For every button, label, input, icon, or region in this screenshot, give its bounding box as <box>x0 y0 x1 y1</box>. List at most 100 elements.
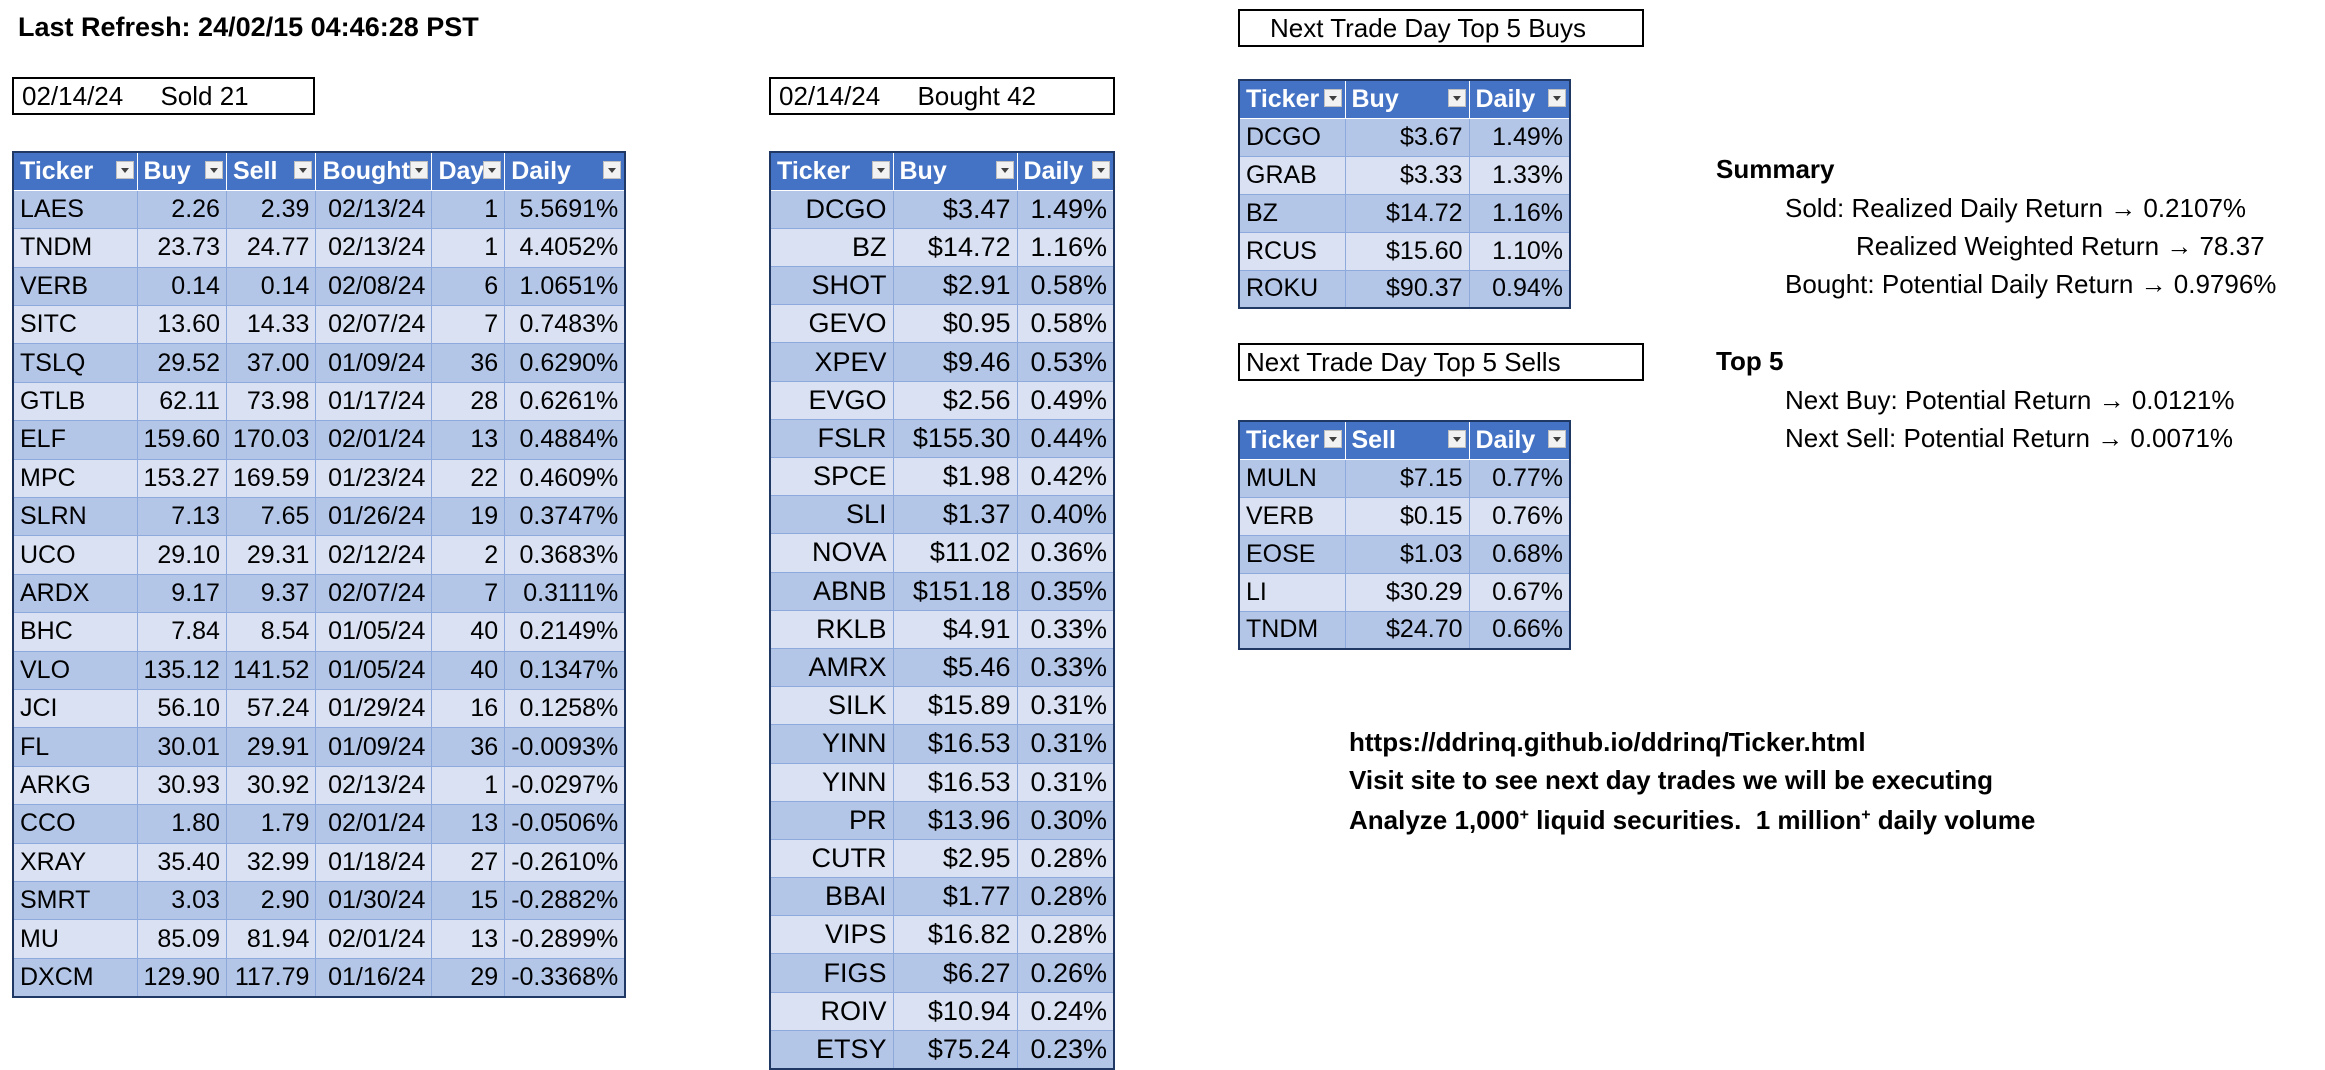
promo-url-link[interactable]: https://ddrinq.github.io/ddrinq/Ticker.h… <box>1349 727 1866 757</box>
cell-ticker: ARKG <box>12 765 138 806</box>
filter-dropdown-icon[interactable] <box>204 161 223 180</box>
cell-ticker: LI <box>1238 572 1346 612</box>
sold-summary-box: 02/14/24 Sold 21 <box>12 77 315 115</box>
cell-sell: 32.99 <box>225 842 317 882</box>
cell-daily: 0.23% <box>1016 1029 1115 1070</box>
cell-buy: 9.17 <box>136 573 227 614</box>
cell-daily: 4.4052% <box>504 228 626 268</box>
cell-buy: 29.52 <box>136 343 227 383</box>
cell-daily: 0.6261% <box>504 381 626 422</box>
cell-daily: 0.28% <box>1016 838 1115 879</box>
filter-dropdown-icon[interactable] <box>1447 89 1466 108</box>
cell-buy: $13.96 <box>892 800 1018 840</box>
top5-title: Top 5 <box>1716 346 1784 376</box>
cell-daily: 1.33% <box>1468 155 1571 195</box>
cell-daily: 0.33% <box>1016 647 1115 688</box>
cell-ticker: VLO <box>12 650 138 690</box>
bought-row: SILK $15.89 0.31% <box>769 686 1115 726</box>
cell-ticker: GTLB <box>12 381 138 422</box>
sold-row: SMRT 3.03 2.90 01/30/24 15 -0.2882% <box>12 880 626 921</box>
sold-row: MU 85.09 81.94 02/01/24 13 -0.2899% <box>12 919 626 959</box>
column-header-daily: Daily <box>1468 79 1571 119</box>
cell-buy: 7.13 <box>136 497 227 537</box>
cell-buy: $16.82 <box>892 915 1018 955</box>
cell-sell: 29.31 <box>225 535 317 575</box>
bought-row: SHOT $2.91 0.58% <box>769 266 1115 306</box>
column-header-ticker: Ticker <box>769 151 894 191</box>
cell-sell: $1.03 <box>1344 534 1470 574</box>
cell-days: 19 <box>431 497 506 537</box>
promo-analyze-prefix: Analyze 1,000 <box>1349 805 1520 835</box>
cell-daily: 0.28% <box>1016 877 1115 917</box>
cell-ticker: SHOT <box>769 266 894 306</box>
cell-buy: $155.30 <box>892 418 1018 459</box>
cell-ticker: RKLB <box>769 609 894 649</box>
cell-buy: $90.37 <box>1344 269 1470 309</box>
sold-row: VERB 0.14 0.14 02/08/24 6 1.0651% <box>12 266 626 307</box>
cell-ticker: TSLQ <box>12 343 138 383</box>
cell-ticker: SILK <box>769 686 894 726</box>
column-header-label: Sell <box>1351 425 1396 454</box>
filter-dropdown-icon[interactable] <box>1323 89 1342 108</box>
cell-daily: 0.66% <box>1468 610 1571 650</box>
filter-dropdown-icon[interactable] <box>1548 89 1566 108</box>
cell-buy: 13.60 <box>136 305 227 345</box>
top-buy-row: ROKU $90.37 0.94% <box>1238 269 1571 309</box>
cell-daily: 1.49% <box>1016 189 1115 229</box>
filter-dropdown-icon[interactable] <box>115 161 134 180</box>
cell-sell: 0.14 <box>225 266 317 307</box>
cell-daily: 0.94% <box>1468 269 1571 309</box>
promo-visit-text: Visit site to see next day trades we wil… <box>1349 765 1993 795</box>
cell-bought: 01/26/24 <box>315 497 433 537</box>
cell-ticker: BBAI <box>769 877 894 917</box>
cell-daily: 0.2149% <box>504 612 626 652</box>
filter-dropdown-icon[interactable] <box>1447 430 1466 449</box>
cell-ticker: RCUS <box>1238 231 1346 271</box>
cell-bought: 02/13/24 <box>315 765 433 806</box>
cell-ticker: MPC <box>12 458 138 499</box>
cell-ticker: TNDM <box>12 228 138 268</box>
cell-ticker: EOSE <box>1238 534 1346 574</box>
top-buys-title: Next Trade Day Top 5 Buys <box>1270 13 1587 43</box>
cell-bought: 01/18/24 <box>315 842 433 882</box>
filter-dropdown-icon[interactable] <box>483 161 502 180</box>
filter-dropdown-icon[interactable] <box>294 161 313 180</box>
filter-dropdown-icon[interactable] <box>410 161 429 180</box>
top-sells-table: Ticker Sell Daily MULN $7.15 0.77% VERB $0.15 0… <box>1238 420 1571 650</box>
filter-dropdown-icon[interactable] <box>603 161 622 180</box>
bought-row: CUTR $2.95 0.28% <box>769 838 1115 879</box>
cell-buy: 3.03 <box>136 880 227 921</box>
cell-daily: -0.0093% <box>504 727 626 767</box>
cell-ticker: GEVO <box>769 304 894 344</box>
cell-ticker: PR <box>769 800 894 840</box>
cell-daily: 0.76% <box>1468 496 1571 536</box>
summary-weighted-line: Realized Weighted Return → 78.37 <box>1856 231 2265 261</box>
filter-dropdown-icon[interactable] <box>871 161 890 180</box>
cell-daily: 0.77% <box>1468 458 1571 498</box>
cell-ticker: SLRN <box>12 497 138 537</box>
cell-ticker: SPCE <box>769 456 894 497</box>
cell-buy: 85.09 <box>136 919 227 959</box>
filter-dropdown-icon[interactable] <box>995 161 1014 180</box>
sold-row: GTLB 62.11 73.98 01/17/24 28 0.6261% <box>12 381 626 422</box>
last-refresh-label: Last Refresh: 24/02/15 04:46:28 PST <box>18 12 479 42</box>
bought-row: YINN $16.53 0.31% <box>769 724 1115 764</box>
promo-plus-1: + <box>1519 806 1529 824</box>
filter-dropdown-icon[interactable] <box>1092 161 1110 180</box>
filter-dropdown-icon[interactable] <box>1323 430 1342 449</box>
bought-date: 02/14/24 <box>779 81 881 111</box>
cell-buy: 35.40 <box>136 842 227 882</box>
cell-buy: 30.01 <box>136 727 227 767</box>
promo-analyze-suffix: daily volume <box>1870 805 2036 835</box>
cell-ticker: ROIV <box>769 991 894 1031</box>
filter-dropdown-icon[interactable] <box>1548 430 1566 449</box>
bought-row: ROIV $10.94 0.24% <box>769 991 1115 1031</box>
sold-row: FL 30.01 29.91 01/09/24 36 -0.0093% <box>12 727 626 767</box>
cell-ticker: NOVA <box>769 533 894 573</box>
cell-bought: 02/08/24 <box>315 266 433 307</box>
cell-bought: 02/01/24 <box>315 804 433 844</box>
cell-ticker: MULN <box>1238 458 1346 498</box>
sold-row: SLRN 7.13 7.65 01/26/24 19 0.3747% <box>12 497 626 537</box>
cell-buy: $5.46 <box>892 647 1018 688</box>
cell-daily: 0.35% <box>1016 571 1115 611</box>
